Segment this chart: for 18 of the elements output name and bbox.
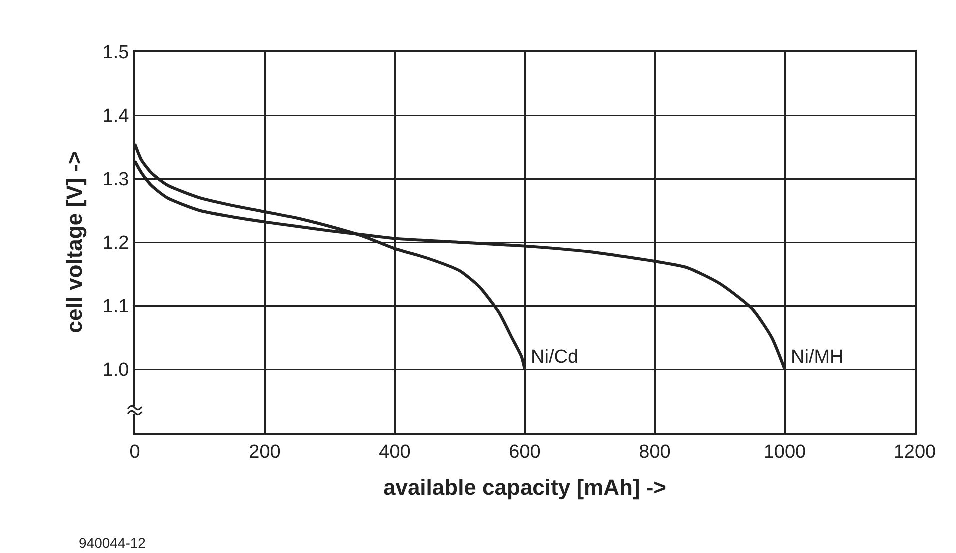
x-tick-label: 0 <box>130 442 140 463</box>
series-label: Ni/MH <box>791 347 844 368</box>
x-axis-title: available capacity [mAh] -> <box>383 475 667 500</box>
x-tick-label: 200 <box>249 442 281 463</box>
y-axis-title: cell voltage [V] -> <box>62 152 88 334</box>
x-tick-label: 400 <box>379 442 411 463</box>
y-tick-label: 1.5 <box>102 42 130 64</box>
y-tick-label: 1.2 <box>102 233 130 254</box>
y-tick-label: 1.0 <box>102 360 130 382</box>
y-tick-label: 1.1 <box>102 296 130 318</box>
x-tick-label: 600 <box>509 442 541 463</box>
x-tick-label: 1000 <box>764 442 806 463</box>
text: 940044-12 <box>79 535 146 551</box>
x-tick-label: 1200 <box>894 442 936 463</box>
y-tick-label: 1.3 <box>102 170 130 191</box>
y-tick-label: 1.4 <box>102 106 130 128</box>
series-label: Ni/Cd <box>531 347 579 368</box>
x-tick-label: 800 <box>639 442 671 463</box>
